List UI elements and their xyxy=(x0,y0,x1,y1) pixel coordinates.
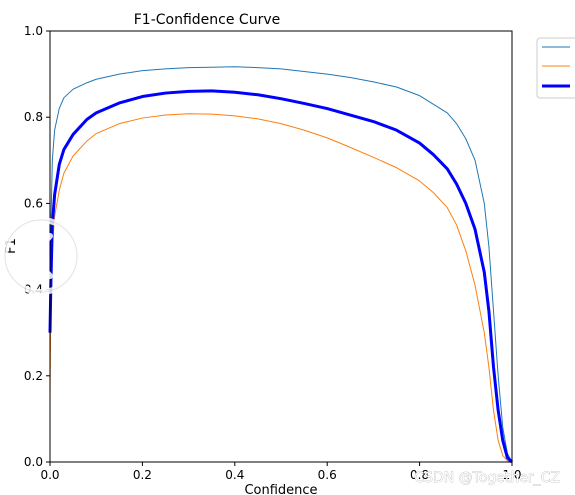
x-tick-label: 0.8 xyxy=(410,468,429,482)
chart-title: F1-Confidence Curve xyxy=(134,12,280,28)
x-tick-label: 0.6 xyxy=(318,468,337,482)
x-tick-label: 1.0 xyxy=(502,468,521,482)
series-layer xyxy=(48,66,514,464)
watermark-back-arrow-icon xyxy=(2,217,80,295)
series-line-3 xyxy=(48,89,514,464)
x-axis-label: Confidence xyxy=(244,483,317,495)
y-tick-label: 0.8 xyxy=(24,110,43,124)
legend xyxy=(536,37,575,99)
y-tick-label: 0.0 xyxy=(24,455,43,469)
y-tick-label: 0.2 xyxy=(24,369,43,383)
x-tick-label: 0.4 xyxy=(225,468,244,482)
plot-frame xyxy=(49,30,513,463)
x-tick-label: 0.0 xyxy=(40,468,59,482)
x-tick-label: 0.2 xyxy=(133,468,152,482)
x-axis-ticks: 0.0 0.2 0.4 0.6 0.8 1.0 xyxy=(40,462,522,482)
y-tick-label: 1.0 xyxy=(24,24,43,38)
watermark-text: CSDN @Together_CZ xyxy=(414,470,560,486)
y-tick-label: 0.6 xyxy=(24,196,43,210)
legend-box xyxy=(536,37,575,99)
series-line-1 xyxy=(49,66,513,463)
series-line-2 xyxy=(49,113,513,463)
